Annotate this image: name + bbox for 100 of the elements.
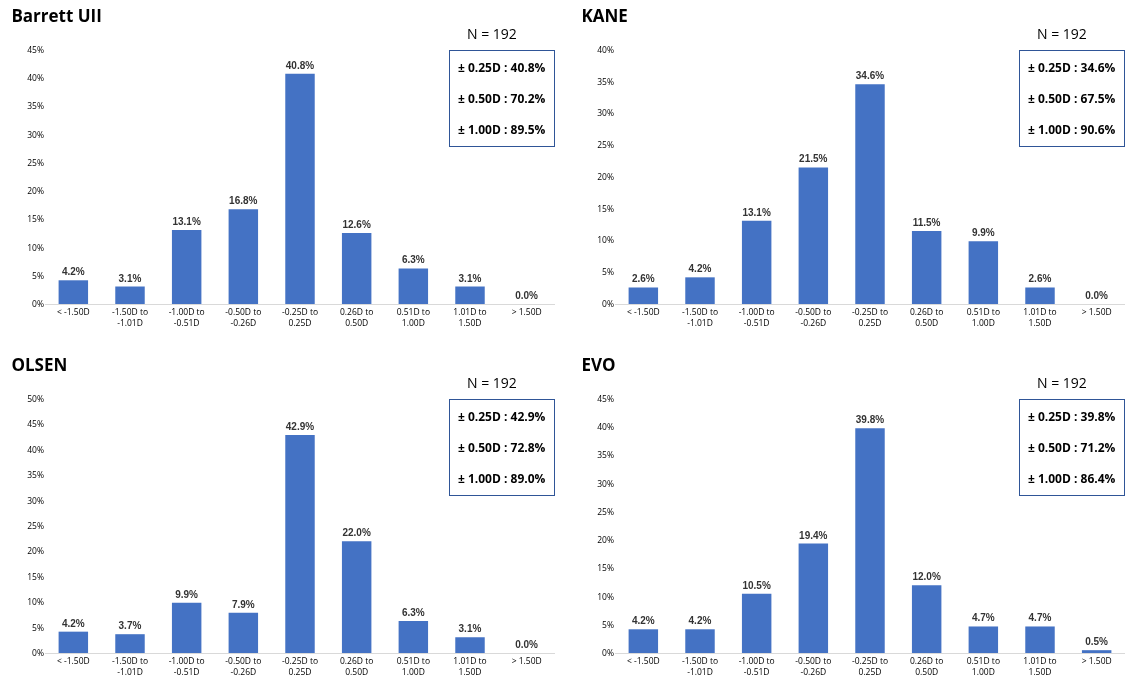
annotation: ± 1.00D : 89.0% bbox=[458, 470, 546, 488]
data-label: 2.6% bbox=[631, 273, 655, 285]
bar bbox=[628, 629, 659, 653]
bar bbox=[285, 435, 315, 653]
bar bbox=[228, 612, 259, 653]
y-tick-label: 10% bbox=[597, 234, 614, 246]
x-tick-label: < -1.50D bbox=[626, 306, 660, 318]
bar bbox=[285, 73, 315, 304]
y-tick-label: 40% bbox=[597, 43, 614, 55]
y-tick-label: 25% bbox=[27, 156, 44, 168]
data-label: 34.6% bbox=[855, 70, 885, 82]
bar bbox=[798, 167, 829, 304]
y-tick-label: 15% bbox=[597, 202, 614, 214]
x-tick-label: -1.00D to -0.51D bbox=[738, 306, 775, 329]
annotation: ± 0.50D : 72.8% bbox=[458, 439, 546, 457]
bar bbox=[968, 626, 999, 653]
data-label: 40.8% bbox=[285, 59, 315, 71]
data-label: 16.8% bbox=[229, 195, 258, 207]
data-label: 3.1% bbox=[458, 272, 482, 284]
bar bbox=[1081, 650, 1112, 653]
x-tick-label: > 1.50D bbox=[511, 306, 542, 318]
x-tick-label: 1.01D to 1.50D bbox=[1023, 655, 1057, 678]
bar bbox=[1025, 626, 1055, 653]
data-label: 0.0% bbox=[515, 290, 539, 301]
chart-title: OLSEN bbox=[11, 353, 68, 377]
bar bbox=[455, 286, 485, 304]
annotation: ± 0.25D : 40.8% bbox=[458, 59, 546, 76]
data-label: 22.0% bbox=[342, 527, 371, 539]
y-tick-label: 20% bbox=[27, 185, 44, 197]
bar bbox=[741, 593, 772, 653]
data-label: 6.3% bbox=[401, 254, 425, 266]
chart-title: EVO bbox=[581, 353, 616, 377]
y-tick-label: 10% bbox=[27, 596, 44, 608]
bar bbox=[115, 634, 145, 653]
data-label: 19.4% bbox=[799, 529, 828, 541]
bar bbox=[341, 541, 372, 653]
x-tick-label: 0.51D to 1.00D bbox=[966, 655, 1000, 678]
bar bbox=[685, 277, 715, 304]
x-tick-label: 1.01D to 1.50D bbox=[453, 655, 487, 678]
y-tick-label: 40% bbox=[597, 421, 614, 433]
annotation: ± 0.25D : 34.6% bbox=[1028, 59, 1116, 76]
data-label: 21.5% bbox=[799, 153, 828, 165]
chart-title: Barrett UII bbox=[11, 4, 102, 28]
x-tick-label: -0.25D to 0.25D bbox=[851, 306, 889, 329]
x-tick-label: 0.51D to 1.00D bbox=[396, 655, 430, 678]
data-label: 12.6% bbox=[342, 218, 371, 230]
data-label: 10.5% bbox=[742, 579, 771, 591]
bar bbox=[171, 602, 202, 653]
bar bbox=[855, 84, 885, 304]
data-label: 6.3% bbox=[401, 607, 425, 618]
data-label: 13.1% bbox=[172, 216, 201, 228]
x-tick-label: -0.50D to -0.26D bbox=[795, 655, 832, 678]
x-tick-label: -1.00D to -0.51D bbox=[168, 306, 205, 329]
x-tick-label: -1.00D to -0.51D bbox=[738, 655, 775, 678]
text: N = 192 bbox=[467, 373, 517, 392]
data-label: 4.2% bbox=[688, 615, 712, 627]
data-label: 2.6% bbox=[1028, 273, 1052, 285]
x-tick-label: 0.26D to 0.50D bbox=[340, 655, 374, 678]
bar bbox=[341, 232, 372, 304]
y-tick-label: 40% bbox=[27, 443, 44, 455]
data-label: 4.2% bbox=[61, 617, 85, 629]
y-tick-label: 20% bbox=[597, 534, 614, 546]
bar bbox=[911, 230, 942, 304]
annotation: ± 1.00D : 89.5% bbox=[458, 121, 546, 139]
x-tick-label: -0.50D to -0.26D bbox=[795, 306, 832, 329]
data-label: 11.5% bbox=[912, 216, 941, 228]
x-tick-label: -0.50D to -0.26D bbox=[225, 306, 262, 329]
x-tick-label: 1.01D to 1.50D bbox=[1023, 306, 1057, 329]
bar bbox=[685, 629, 715, 653]
y-tick-label: 45% bbox=[27, 418, 44, 430]
x-tick-label: -0.25D to 0.25D bbox=[281, 655, 319, 678]
x-tick-label: -1.50D to -1.01D bbox=[681, 306, 719, 329]
data-label: 13.1% bbox=[742, 206, 771, 218]
data-label: 0.0% bbox=[515, 639, 539, 650]
y-tick-label: 5% bbox=[602, 618, 614, 630]
y-tick-label: 15% bbox=[597, 562, 614, 574]
chart-title: KANE bbox=[581, 4, 628, 28]
y-tick-label: 5% bbox=[32, 269, 44, 281]
y-tick-label: 10% bbox=[597, 590, 614, 602]
y-tick-label: 45% bbox=[597, 392, 614, 404]
x-tick-label: -0.25D to 0.25D bbox=[281, 306, 319, 329]
annotation: ± 1.00D : 86.4% bbox=[1028, 470, 1116, 488]
bar bbox=[58, 631, 89, 653]
data-label: 4.7% bbox=[1028, 612, 1052, 624]
x-tick-label: > 1.50D bbox=[1081, 306, 1112, 318]
bar bbox=[1025, 287, 1055, 304]
bar bbox=[741, 220, 772, 304]
x-tick-label: 0.26D to 0.50D bbox=[340, 306, 374, 329]
y-tick-label: 40% bbox=[27, 72, 44, 84]
data-label: 3.7% bbox=[118, 620, 142, 632]
y-tick-label: 25% bbox=[597, 139, 614, 151]
x-tick-label: < -1.50D bbox=[56, 306, 90, 318]
x-tick-label: < -1.50D bbox=[626, 655, 660, 667]
text: N = 192 bbox=[1037, 373, 1087, 392]
y-tick-label: 30% bbox=[27, 494, 44, 506]
bar bbox=[115, 286, 145, 304]
bar bbox=[855, 428, 885, 653]
y-tick-label: 5% bbox=[602, 266, 614, 278]
data-label: 3.1% bbox=[458, 623, 482, 635]
x-tick-label: 0.26D to 0.50D bbox=[910, 655, 944, 678]
